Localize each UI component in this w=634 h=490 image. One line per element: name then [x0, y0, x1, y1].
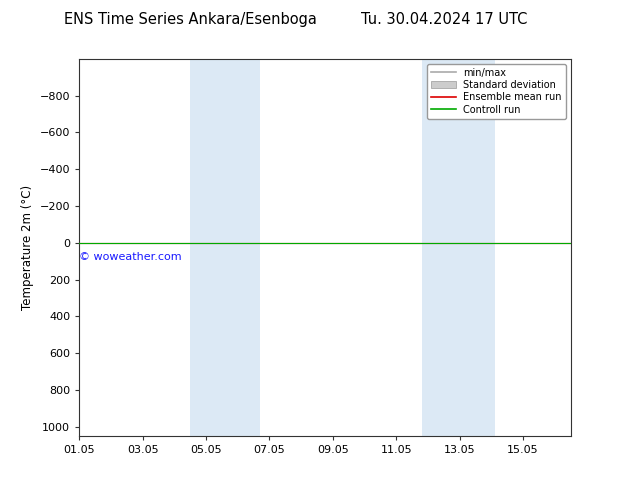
Bar [190, 59, 260, 436]
Y-axis label: Temperature 2m (°C): Temperature 2m (°C) [21, 185, 34, 310]
Text: Tu. 30.04.2024 17 UTC: Tu. 30.04.2024 17 UTC [361, 12, 527, 27]
Legend: min/max, Standard deviation, Ensemble mean run, Controll run: min/max, Standard deviation, Ensemble me… [427, 64, 566, 119]
Text: ENS Time Series Ankara/Esenboga: ENS Time Series Ankara/Esenboga [64, 12, 316, 27]
Text: © woweather.com: © woweather.com [79, 252, 182, 262]
Bar [422, 59, 495, 436]
